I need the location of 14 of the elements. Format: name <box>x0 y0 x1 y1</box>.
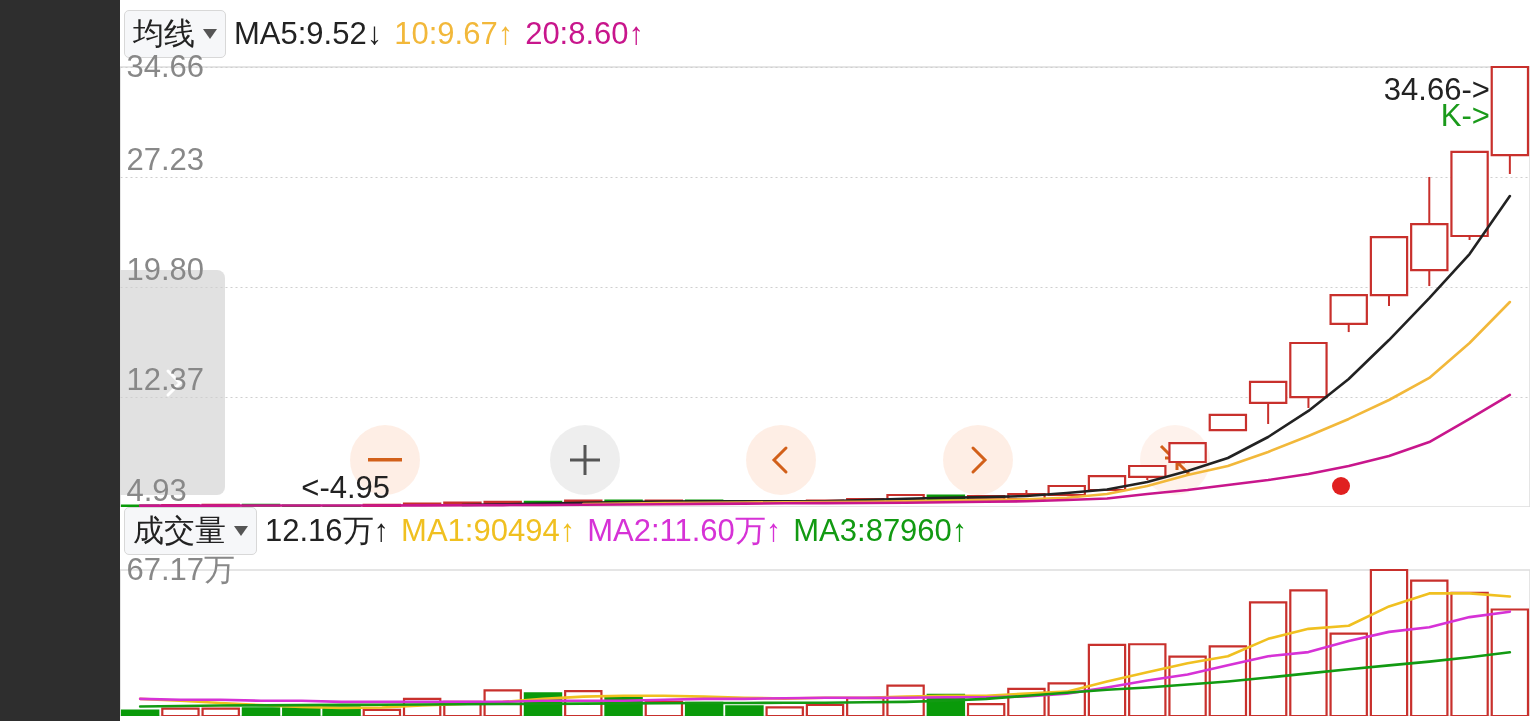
y-tick-label: 67.17万 <box>126 551 236 587</box>
annotation: <-4.95 <box>301 469 391 505</box>
text: MA1:90494↑ <box>401 513 576 549</box>
text: 20:8.60↑ <box>525 15 645 52</box>
y-tick-label: 19.80 <box>126 252 205 288</box>
text: MA3:87960↑ <box>793 513 968 549</box>
y-tick-label: 12.37 <box>126 362 205 398</box>
text: MA5:9.52↓ <box>234 15 383 52</box>
y-tick-label: 4.93 <box>126 472 187 508</box>
y-tick-label: 27.23 <box>126 142 205 178</box>
text: 10:9.67↑ <box>394 15 514 52</box>
chart-title: 成交量 <box>133 512 226 550</box>
text: 12.16万↑ <box>265 512 390 550</box>
text: MA2:11.60万↑ <box>587 512 782 550</box>
